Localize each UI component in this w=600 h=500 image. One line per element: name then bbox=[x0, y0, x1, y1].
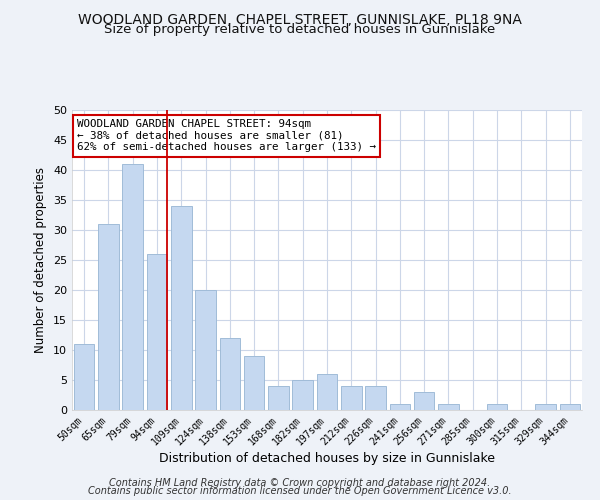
Bar bbox=[560, 404, 580, 410]
Bar bbox=[146, 254, 167, 410]
Bar bbox=[171, 206, 191, 410]
Text: Contains HM Land Registry data © Crown copyright and database right 2024.: Contains HM Land Registry data © Crown c… bbox=[109, 478, 491, 488]
Bar bbox=[487, 404, 508, 410]
Bar bbox=[268, 386, 289, 410]
Bar bbox=[292, 380, 313, 410]
Bar bbox=[341, 386, 362, 410]
Bar bbox=[74, 344, 94, 410]
Bar bbox=[122, 164, 143, 410]
Y-axis label: Number of detached properties: Number of detached properties bbox=[34, 167, 47, 353]
Text: Contains public sector information licensed under the Open Government Licence v3: Contains public sector information licen… bbox=[88, 486, 512, 496]
Text: WOODLAND GARDEN, CHAPEL STREET, GUNNISLAKE, PL18 9NA: WOODLAND GARDEN, CHAPEL STREET, GUNNISLA… bbox=[78, 12, 522, 26]
Bar bbox=[535, 404, 556, 410]
X-axis label: Distribution of detached houses by size in Gunnislake: Distribution of detached houses by size … bbox=[159, 452, 495, 466]
Bar bbox=[438, 404, 459, 410]
Bar bbox=[220, 338, 240, 410]
Bar bbox=[365, 386, 386, 410]
Text: Size of property relative to detached houses in Gunnislake: Size of property relative to detached ho… bbox=[104, 22, 496, 36]
Bar bbox=[414, 392, 434, 410]
Text: WOODLAND GARDEN CHAPEL STREET: 94sqm
← 38% of detached houses are smaller (81)
6: WOODLAND GARDEN CHAPEL STREET: 94sqm ← 3… bbox=[77, 119, 376, 152]
Bar bbox=[244, 356, 265, 410]
Bar bbox=[195, 290, 216, 410]
Bar bbox=[389, 404, 410, 410]
Bar bbox=[317, 374, 337, 410]
Bar bbox=[98, 224, 119, 410]
